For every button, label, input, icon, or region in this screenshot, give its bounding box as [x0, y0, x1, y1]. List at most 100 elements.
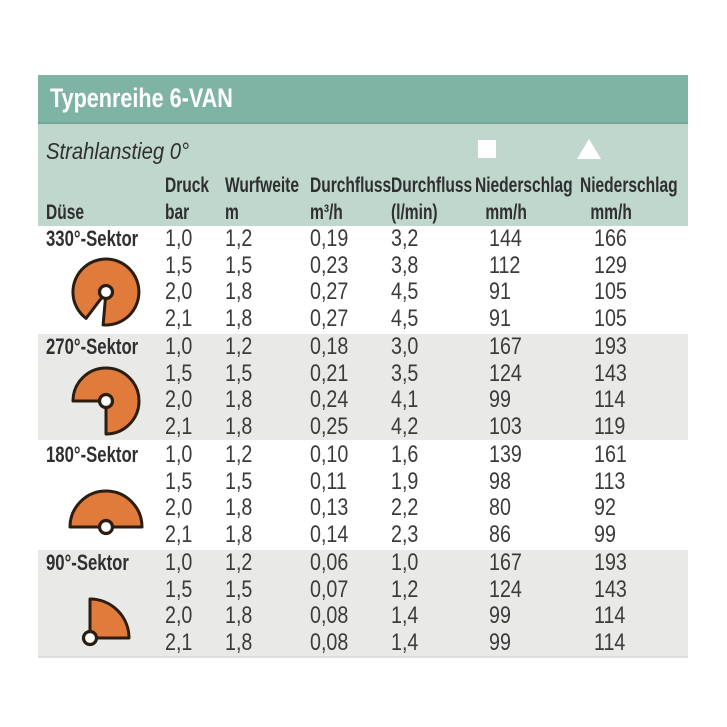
- sector-section-330deg: 330°-Sektor 1,0 1,2 0,19 3,2 144 166 1,5 1,5 0,23…: [38, 225, 688, 332]
- sector-90-icon: [46, 577, 165, 657]
- table-cell: 144: [489, 225, 522, 252]
- table-cell: 0,25: [310, 412, 349, 440]
- column-header-duese: Düse: [46, 201, 85, 224]
- table-cell: 80: [489, 494, 511, 521]
- table-cell: 4,5: [391, 304, 419, 332]
- table-cell: 99: [489, 628, 511, 656]
- table-cell: 1,0: [165, 441, 193, 468]
- table-body: 330°-Sektor 1,0 1,2 0,19 3,2 144 166 1,5 1,5 0,23…: [38, 225, 688, 658]
- table-cell: 1,8: [225, 602, 253, 629]
- table-cell: 167: [489, 549, 522, 576]
- note-strahlanstieg: Strahlanstieg 0°: [46, 138, 190, 164]
- sector-label: 270°-Sektor: [46, 334, 139, 359]
- table-cell: 0,14: [310, 520, 349, 548]
- table-cell: 1,2: [225, 441, 253, 468]
- table-cell: 143: [594, 575, 627, 603]
- table-cell: 1,5: [165, 575, 193, 603]
- table-cell: 98: [489, 467, 511, 495]
- table-cell: 143: [594, 359, 627, 387]
- table-cell: 161: [594, 441, 627, 468]
- sector-label: 90°-Sektor: [46, 550, 129, 575]
- table-cell: 1,5: [225, 467, 253, 495]
- table-cell: 3,0: [391, 333, 419, 360]
- sector-label: 330°-Sektor: [46, 226, 139, 251]
- table-cell: 0,07: [310, 575, 349, 603]
- table-cell: 2,1: [165, 628, 193, 656]
- table-cell: 1,4: [391, 628, 419, 656]
- table-cell: 1,8: [225, 628, 253, 656]
- table-cell: 193: [594, 333, 627, 360]
- table-cell: 112: [489, 251, 521, 279]
- table-cell: 105: [594, 278, 627, 305]
- table-cell: 0,08: [310, 602, 349, 629]
- table-cell: 3,5: [391, 359, 419, 387]
- table-cell: 92: [594, 494, 616, 521]
- table-cell: 2,0: [165, 386, 193, 413]
- table-cell: 1,5: [165, 251, 193, 279]
- table-cell: 2,0: [165, 494, 193, 521]
- table-cell: 99: [489, 386, 511, 413]
- table-cell: 2,3: [391, 520, 419, 548]
- table-cell: 1,5: [225, 575, 253, 603]
- table-subheader: Strahlanstieg 0° Düse Druck bar Wurfweit…: [38, 124, 688, 226]
- table-cell: 99: [594, 520, 616, 548]
- table-cell: 1,5: [225, 251, 253, 279]
- table-cell: 113: [594, 467, 626, 495]
- column-headers: Düse Druck bar Wurfweite m Durchfluss m³…: [46, 172, 688, 226]
- sector-section-90deg: 90°-Sektor 1,0 1,2 0,06 1,0 167 193 1,5 1,5 0,07 1…: [38, 549, 688, 658]
- table-cell: 4,2: [391, 412, 419, 440]
- table-cell: 0,27: [310, 304, 349, 332]
- table-cell: 4,5: [391, 278, 419, 305]
- table-cell: 0,19: [310, 225, 349, 252]
- title-bar: Typenreihe 6-VAN: [38, 75, 688, 124]
- table-cell: 1,8: [225, 494, 253, 521]
- table-cell: 2,0: [165, 602, 193, 629]
- table-cell: 86: [489, 520, 511, 548]
- table-cell: 2,0: [165, 278, 193, 305]
- table-cell: 3,2: [391, 225, 419, 252]
- table-cell: 2,1: [165, 520, 193, 548]
- table-cell: 99: [489, 602, 511, 629]
- table-cell: 1,6: [391, 441, 419, 468]
- table-cell: 2,1: [165, 304, 193, 332]
- sector-section-180deg: 180°-Sektor 1,0 1,2 0,10 1,6 139 161 1,5 1,5 0,11…: [38, 441, 688, 548]
- note-row: Strahlanstieg 0°: [46, 138, 688, 172]
- table-cell: 1,0: [165, 549, 193, 576]
- table-cell: 1,8: [225, 304, 253, 332]
- table-cell: 1,4: [391, 602, 419, 629]
- table-cell: 124: [489, 575, 522, 603]
- table-cell: 0,06: [310, 549, 349, 576]
- sector-270-icon: [46, 361, 165, 441]
- table-cell: 0,18: [310, 333, 349, 360]
- table-cell: 0,21: [310, 359, 349, 387]
- table-cell: 114: [594, 386, 626, 413]
- table-cell: 0,23: [310, 251, 349, 279]
- table-cell: 91: [489, 304, 511, 332]
- table-cell: 3,8: [391, 251, 419, 279]
- table-cell: 114: [594, 602, 626, 629]
- column-header-niederschlag-triangle: Niederschlag mm/h: [580, 174, 678, 224]
- table-cell: 103: [489, 412, 522, 440]
- table-cell: 2,2: [391, 494, 419, 521]
- duese-cell: 330°-Sektor: [46, 226, 165, 332]
- table-cell: 1,8: [225, 278, 253, 305]
- table-cell: 114: [594, 628, 626, 656]
- table-cell: 1,0: [391, 549, 419, 576]
- sector-section-270deg: 270°-Sektor 1,0 1,2 0,18 3,0 167 193 1,5 1,5 0,21…: [38, 333, 688, 441]
- sector-180-icon: [46, 469, 165, 549]
- table-cell: 1,0: [165, 333, 193, 360]
- table-cell: 1,2: [225, 225, 253, 252]
- duese-cell: 180°-Sektor: [46, 442, 165, 548]
- table-cell: 124: [489, 359, 522, 387]
- spec-table: Typenreihe 6-VAN Strahlanstieg 0° Düse D…: [38, 75, 688, 658]
- table-cell: 1,8: [225, 386, 253, 413]
- duese-cell: 90°-Sektor: [46, 550, 165, 656]
- table-cell: 129: [594, 251, 627, 279]
- table-cell: 0,10: [310, 441, 349, 468]
- square-marker-icon: [478, 140, 496, 158]
- table-cell: 1,8: [225, 520, 253, 548]
- table-cell: 1,5: [165, 467, 193, 495]
- sector-label: 180°-Sektor: [46, 442, 139, 467]
- page-title: Typenreihe 6-VAN: [50, 83, 233, 113]
